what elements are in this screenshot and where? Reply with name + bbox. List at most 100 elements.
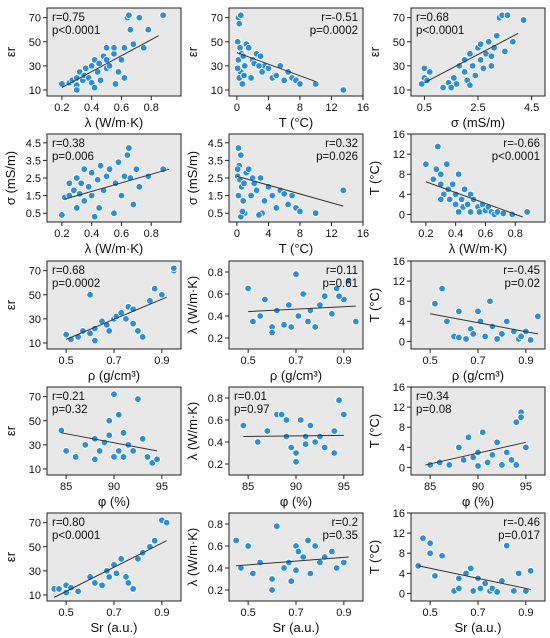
data-point [260,197,269,205]
data-point [98,581,106,590]
y-axis-label: εr [3,299,18,310]
scatter-panel-14: 0.5 0.7 0.9 0.2 0.4 0.6 0.8 Sr (a.u.) λ (W/m·K) r… [185,512,364,635]
y-tick-label: 1.5 [208,191,223,203]
data-point [125,144,133,152]
data-point [486,297,494,305]
y-tick-label: 8 [399,548,405,560]
x-tick-label: 8 [297,228,303,240]
data-point [148,459,156,467]
x-tick-label: 0.4 [84,102,99,114]
y-tick-label: 30 [393,61,405,73]
x-axis-label: ρ (g/cm³) [88,368,140,383]
y-tick-label: 16 [393,508,405,520]
data-point [280,564,288,572]
data-point [129,319,137,328]
p-value: p<0.0001 [492,151,540,163]
data-point [493,438,501,447]
y-tick-label: 3.5 [26,155,41,167]
data-point [96,76,105,85]
scatter-panel-5: 0 4 8 12 16 0.5 1.5 2.5 3.5 4.5 T (°C) σ (mS/m) r=0.… [185,133,369,256]
data-point [481,332,489,341]
data-point [451,200,460,209]
x-axis-label: Sr (a.u.) [273,620,320,635]
data-point [110,50,118,58]
data-point [140,44,148,52]
x-tick-label: 0.8 [144,228,159,240]
y-tick-label: 12 [393,149,405,161]
data-point [443,160,451,168]
data-point [233,165,242,173]
data-point [474,307,482,315]
data-point [447,83,455,92]
regression-line [53,540,167,598]
data-point [105,417,113,425]
data-point [110,453,118,461]
correlation-r: r=-0.51 [321,12,358,24]
data-point [487,52,496,60]
data-point [273,522,281,530]
x-axis-label: Sr (a.u.) [455,620,502,635]
correlation-r: r=0.68 [416,12,449,24]
data-point [429,175,438,183]
data-point [339,186,347,195]
correlation-r: r=-0.45 [503,265,540,277]
y-tick-label: 3.5 [208,155,223,167]
y-tick-label: 50 [29,37,41,49]
y-tick-label: 4 [399,568,405,580]
data-point [311,542,319,550]
y-tick-label: 30 [211,61,223,73]
regression-line [248,305,356,313]
x-tick-label: 0 [234,102,240,114]
x-tick-label: 0.7 [470,355,485,367]
data-point [125,11,133,19]
data-point [475,208,484,216]
x-axis-label: σ (mS/m) [451,115,505,130]
regression-line [61,432,158,452]
data-point [287,443,295,452]
p-value: p<0.0001 [52,25,100,37]
x-tick-label: 2.5 [470,102,485,114]
data-point [462,569,470,578]
data-point [247,191,255,200]
data-point [426,68,434,76]
data-point [344,277,353,285]
scatter-panel-3: 0.5 2.5 4.5 10 30 50 70 σ (mS/m) εr r=0.68p<0.000… [367,7,546,130]
x-tick-label: 95 [520,481,532,493]
x-tick-label: 0.2 [418,228,433,240]
data-point [439,83,447,92]
data-point [120,44,129,52]
data-point [139,435,147,443]
data-point [112,569,121,577]
data-point [62,330,70,339]
data-point [485,38,493,46]
x-tick-label: 0.9 [336,607,351,619]
data-point [459,456,468,464]
data-point [294,547,303,556]
data-point [268,586,276,594]
y-tick-label: 70 [29,266,41,278]
correlation-r: r=0.80 [52,517,85,529]
data-point [255,62,263,70]
y-axis-label: T (°C) [367,288,382,323]
data-point [488,322,497,331]
x-tick-label: 90 [290,481,302,493]
y-tick-label: 10 [29,590,41,602]
data-point [455,307,463,315]
p-value: p=0.026 [316,151,358,163]
regression-line [236,175,344,207]
x-tick-label: 0.6 [478,228,493,240]
data-point [102,44,111,52]
data-point [469,330,477,338]
data-point [117,56,126,64]
y-tick-label: 0.4 [208,563,223,575]
data-point [129,40,138,48]
x-tick-label: 0.5 [58,355,73,367]
data-point [312,209,320,217]
data-point [119,429,128,437]
data-point [501,47,509,56]
data-point [448,180,457,188]
y-tick-label: 10 [29,464,41,476]
y-tick-label: 70 [393,13,405,25]
data-point [301,440,310,448]
data-point [241,62,249,70]
